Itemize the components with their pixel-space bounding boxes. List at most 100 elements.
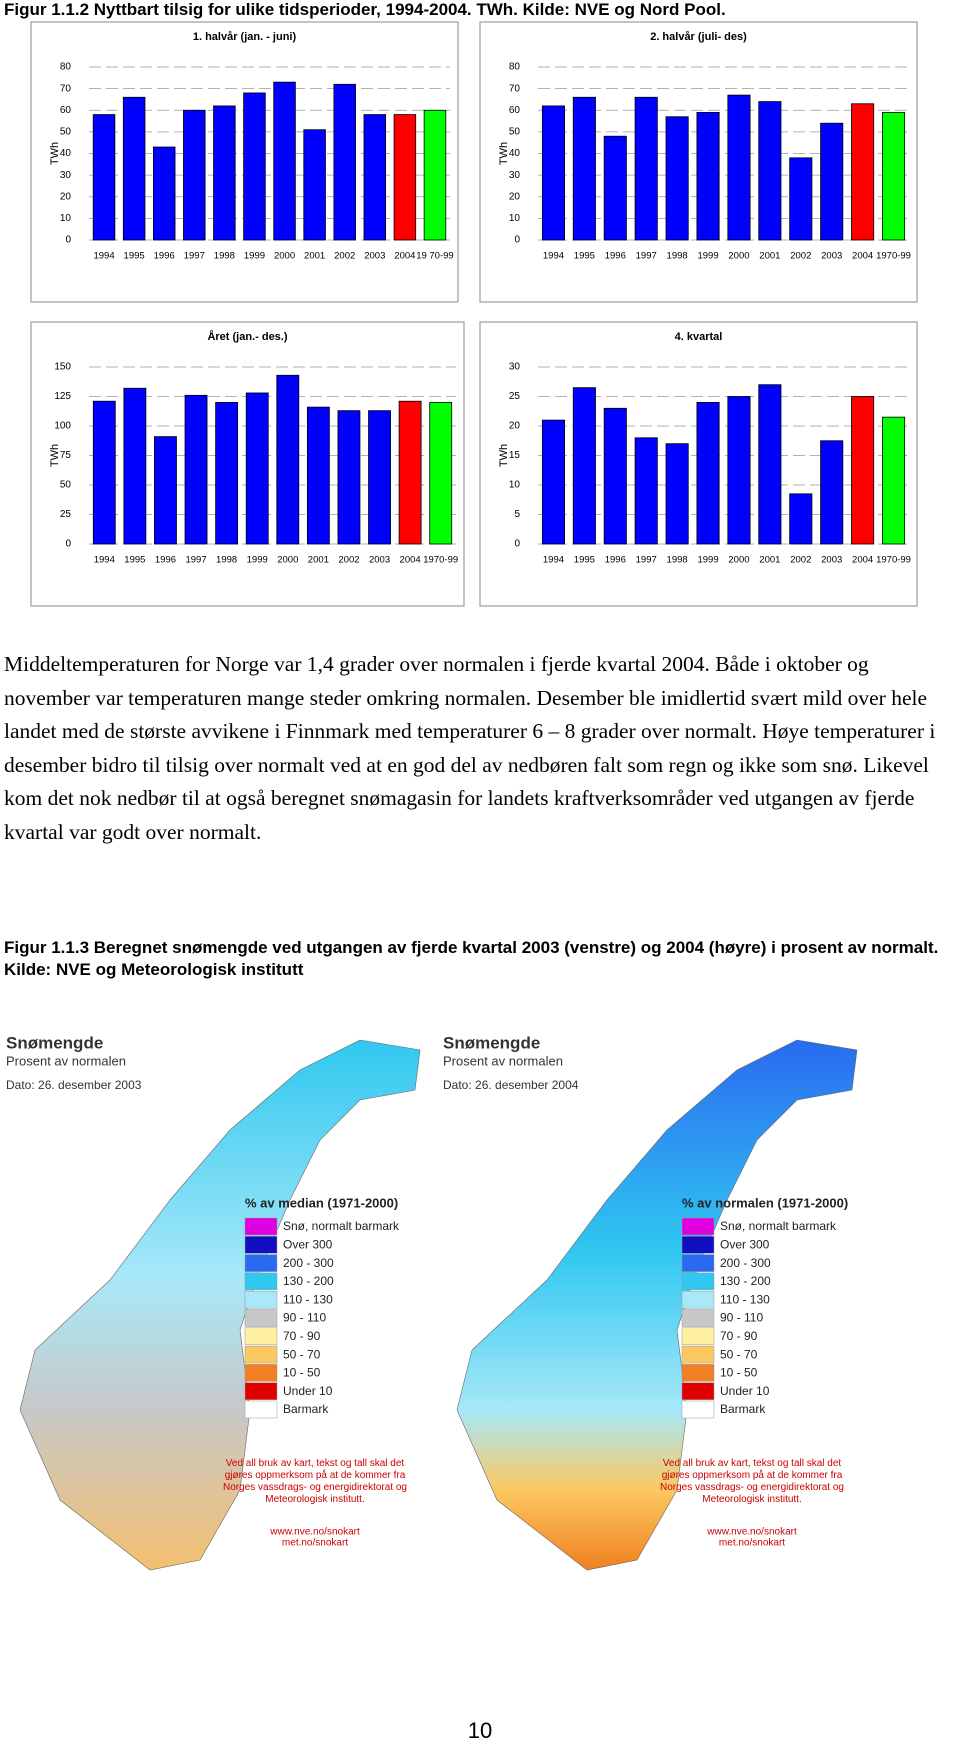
- paragraph: Middeltemperaturen for Norge var 1,4 gra…: [4, 652, 936, 844]
- y-tick-label: 125: [54, 391, 71, 402]
- y-tick-label: 20: [509, 191, 521, 202]
- x-tick-label: 2002: [334, 251, 355, 262]
- legend-swatch: [244, 1327, 278, 1346]
- legend-label: Snø, normalt barmark: [720, 1219, 837, 1233]
- bar: [276, 374, 300, 545]
- charts: 1. halvår (jan. - juni)TWh01020304050607…: [30, 21, 918, 607]
- y-tick-label: 20: [509, 421, 521, 432]
- legend-swatch: [244, 1254, 278, 1272]
- legend-swatch: [244, 1345, 278, 1364]
- chart: 2. halvår (juli- des) TWh 0 10 20 30 40 50 60 70 8…: [479, 21, 918, 303]
- bar: [243, 92, 266, 241]
- x-tick-label: 1999: [244, 251, 265, 262]
- y-axis-label: TWh: [49, 444, 61, 467]
- x-tick-label: 1999: [247, 555, 268, 566]
- map-footer: Ved all bruk av kart, tekst og tall skal…: [660, 1458, 844, 1505]
- x-tick-label: 2000: [274, 251, 295, 262]
- x-tick-label: 1970-99: [876, 251, 911, 262]
- y-tick-label: 50: [509, 127, 521, 138]
- y-tick-label: 25: [509, 391, 521, 402]
- y-axis-label: TWh: [498, 444, 510, 467]
- legend-label: 10 - 50: [720, 1366, 758, 1380]
- x-tick-label: 1994: [543, 251, 564, 262]
- legend-swatch: [681, 1254, 715, 1272]
- y-tick-label: 30: [509, 362, 521, 373]
- x-tick-label: 2000: [728, 555, 749, 566]
- bar: [727, 94, 751, 241]
- y-tick-label: 10: [60, 213, 72, 224]
- x-tick-label: 2000: [728, 251, 749, 262]
- legend-swatch: [681, 1345, 715, 1364]
- legend-swatch: [681, 1272, 715, 1291]
- legend-label: 130 - 200: [720, 1274, 771, 1288]
- legend-swatch: [244, 1382, 278, 1400]
- legend-label: Under 10: [283, 1384, 333, 1398]
- bar: [429, 401, 453, 545]
- x-tick-label: 2003: [364, 251, 385, 262]
- page-number: 10: [467, 1718, 493, 1743]
- legend-swatch: [681, 1236, 715, 1254]
- legend-title: % av normalen (1971-2000): [682, 1195, 848, 1210]
- legend-label: 10 - 50: [283, 1366, 321, 1380]
- x-tick-label: 1995: [124, 251, 145, 262]
- legend-swatch: [681, 1400, 715, 1419]
- figure-caption: Figur 1.1.2 Nyttbart tilsig for ulike ti…: [4, 0, 726, 19]
- y-tick-label: 10: [509, 480, 521, 491]
- chart: 1. halvår (jan. - juni) TWh 0 10 20 30 40 50 60 7…: [30, 21, 459, 303]
- x-tick-label: 2001: [759, 251, 780, 262]
- map-url: met.no/snokart: [719, 1538, 785, 1549]
- y-tick-label: 0: [514, 235, 520, 246]
- x-tick-label: 2003: [369, 555, 390, 566]
- x-tick-label: 1998: [216, 555, 237, 566]
- bar: [245, 392, 269, 545]
- legend-swatch: [681, 1217, 715, 1236]
- legend-label: 110 - 130: [283, 1292, 333, 1306]
- y-tick-label: 70: [60, 83, 72, 94]
- x-tick-label: 1997: [185, 555, 206, 566]
- legend-swatch: [681, 1382, 715, 1400]
- legend-swatch: [244, 1236, 278, 1254]
- bar: [92, 400, 116, 545]
- y-tick-label: 50: [60, 480, 72, 491]
- bar: [423, 109, 447, 241]
- legend-label: Under 10: [720, 1384, 770, 1398]
- legend-label: 90 - 110: [283, 1311, 326, 1325]
- map-footer-text: Ved all bruk av kart, tekst og tall skal…: [223, 1458, 407, 1505]
- bar: [398, 400, 422, 545]
- y-tick-label: 15: [509, 450, 521, 461]
- bar: [303, 129, 326, 241]
- legend-label: 50 - 70: [283, 1347, 321, 1361]
- x-tick-label: 2004: [394, 251, 415, 262]
- x-tick-label: 1996: [605, 555, 626, 566]
- x-tick-label: 2004: [852, 555, 873, 566]
- bar: [333, 83, 356, 241]
- y-tick-label: 40: [509, 148, 521, 159]
- bar: [603, 407, 627, 545]
- legend-label: Barmark: [283, 1402, 329, 1416]
- chart-title: Året (jan.- des.): [207, 330, 287, 343]
- legend-swatch: [244, 1217, 278, 1236]
- x-tick-label: 1970-99: [423, 555, 458, 566]
- x-tick-label: 1998: [667, 555, 688, 566]
- map-footer: Ved all bruk av kart, tekst og tall skal…: [223, 1458, 407, 1505]
- y-tick-label: 75: [60, 450, 72, 461]
- bar: [572, 96, 596, 241]
- legend-swatch: [681, 1364, 715, 1382]
- bar: [184, 394, 208, 545]
- x-tick-label: 1994: [543, 555, 564, 566]
- bar: [665, 443, 689, 545]
- bar: [634, 437, 658, 545]
- map-url: www.nve.no/snokart: [269, 1527, 360, 1538]
- y-tick-label: 0: [65, 235, 71, 246]
- legend-label: 90 - 110: [720, 1311, 763, 1325]
- legend-swatch: [681, 1290, 715, 1309]
- legend-label: Snø, normalt barmark: [283, 1219, 400, 1233]
- x-tick-label: 1995: [574, 251, 595, 262]
- x-tick-label: 2001: [759, 555, 780, 566]
- legend-label: 130 - 200: [283, 1274, 334, 1288]
- map-url: met.no/snokart: [282, 1538, 348, 1549]
- legend-label: 200 - 300: [283, 1256, 334, 1270]
- legend-label: 200 - 300: [720, 1256, 771, 1270]
